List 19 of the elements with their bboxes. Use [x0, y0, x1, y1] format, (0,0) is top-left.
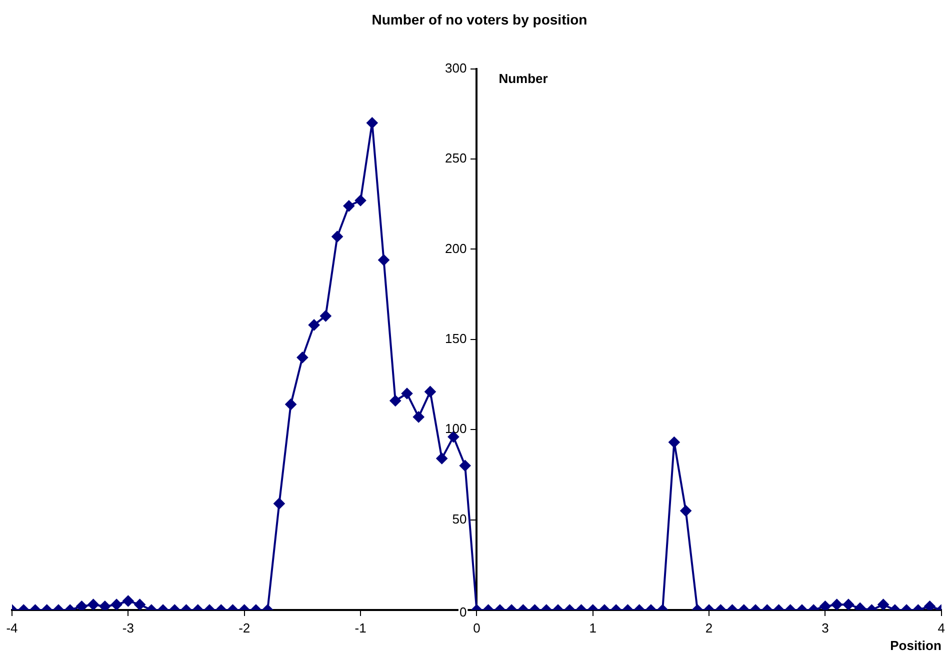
- x-tick-label: -4: [6, 620, 18, 636]
- y-tick-label: 200: [444, 240, 467, 256]
- chart-title: Number of no voters by position: [372, 11, 588, 28]
- x-tick-label: -1: [354, 620, 366, 636]
- y-tick-label: 150: [444, 330, 467, 346]
- x-tick-label: 1: [589, 620, 596, 636]
- x-tick-label: 0: [473, 620, 480, 636]
- x-tick-label: 3: [822, 620, 829, 636]
- y-tick-label: 300: [444, 60, 467, 76]
- y-tick-label: 250: [444, 150, 467, 166]
- y-tick-label: 100: [444, 421, 467, 436]
- x-tick-label: 4: [938, 620, 945, 636]
- x-tick-label: 2: [705, 620, 713, 636]
- x-axis-title: Position: [890, 638, 942, 654]
- x-tick-label: -2: [238, 620, 250, 636]
- y-axis-title: Number: [498, 70, 548, 86]
- y-tick-label: 50: [452, 511, 467, 526]
- y-tick-label: 0: [459, 604, 467, 620]
- x-tick-label: -3: [122, 620, 134, 636]
